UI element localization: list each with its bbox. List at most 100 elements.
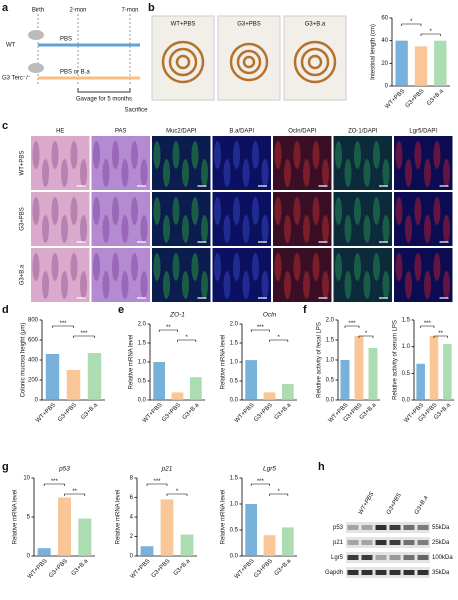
tissue-detail	[312, 141, 320, 169]
blot-strip	[346, 522, 430, 533]
intestine	[242, 55, 256, 69]
tissue-detail	[182, 271, 189, 299]
micrograph	[333, 192, 392, 246]
blot-strip	[346, 537, 430, 548]
tissue-detail	[42, 215, 49, 243]
row-label: G3+B.a	[20, 264, 26, 285]
tissue-detail	[344, 159, 352, 187]
tissue-detail	[214, 197, 221, 225]
tissue-detail	[303, 215, 310, 243]
tissue-detail	[405, 159, 412, 187]
tissue-detail	[121, 159, 129, 187]
panel-letter: d	[2, 304, 9, 316]
x-tick-label: G3+PBS	[48, 558, 69, 579]
significance-label: *	[429, 29, 432, 35]
blot-band	[389, 555, 401, 560]
group-label: G3 Terc⁻/⁻	[2, 76, 31, 82]
bar	[66, 370, 81, 400]
micrograph	[91, 136, 150, 190]
tissue-detail	[140, 159, 148, 187]
column-header: Lgr5/DAPI	[409, 129, 437, 135]
significance-label: **	[438, 331, 443, 337]
blot-band	[361, 525, 373, 530]
timepoint-label: 2-mon	[69, 8, 86, 14]
tissue-detail	[242, 271, 250, 299]
chart-title: p21	[161, 466, 173, 473]
blot-band	[375, 555, 387, 560]
y-tick-label: 1.5	[138, 341, 147, 347]
y-tick-label: 400	[28, 358, 39, 364]
tissue-detail	[424, 271, 431, 299]
x-tick-label: G3+B.a	[426, 88, 445, 107]
tissue-detail	[414, 253, 422, 281]
x-tick-label: G3+B.a	[173, 558, 192, 577]
y-axis-label: Colonic mucosa height (μm)	[21, 323, 27, 398]
micrograph	[91, 192, 150, 246]
tissue-detail	[274, 253, 282, 281]
bar	[140, 546, 154, 556]
significance-bracket	[146, 483, 168, 486]
significance-label: ***	[153, 479, 161, 485]
size-label: 100kDa	[432, 555, 453, 561]
x-tick-label: G3+PBS	[253, 558, 274, 579]
y-axis-label: Relative activity of fecal LPS	[317, 322, 323, 398]
significance-bracket	[433, 335, 448, 338]
micrograph	[273, 192, 332, 246]
column-header: Ocln/DAPI	[288, 129, 316, 135]
significance-label: ***	[80, 331, 88, 337]
y-tick-label: 800	[28, 318, 39, 324]
tissue-detail	[223, 159, 231, 187]
timepoint-label: 7-mon	[121, 8, 138, 14]
blot-band	[389, 525, 401, 530]
significance-label: ***	[51, 479, 59, 485]
x-tick-label: WT+PBS	[234, 558, 256, 580]
tissue-detail	[252, 197, 259, 225]
y-axis-label: Relative mRNA level	[116, 490, 122, 545]
tissue-detail	[405, 271, 412, 299]
y-tick-label: 0	[385, 84, 389, 90]
y-tick-label: 1.5	[402, 318, 411, 324]
tissue-detail	[363, 271, 371, 299]
blot-band	[417, 540, 429, 545]
tissue-detail	[284, 159, 291, 187]
tissue-detail	[93, 253, 100, 281]
tissue-detail	[373, 253, 380, 281]
significance-label: **	[166, 325, 171, 331]
y-tick-label: 60	[381, 16, 388, 22]
y-axis-label: Relative mRNA level	[129, 335, 135, 390]
micrograph	[273, 248, 332, 302]
micrograph	[394, 136, 453, 190]
y-tick-label: 1.5	[230, 341, 239, 347]
panel-letter: b	[148, 2, 155, 14]
y-tick-label: 200	[28, 378, 39, 384]
blot-band	[375, 540, 387, 545]
blot-band	[403, 555, 415, 560]
significance-bracket	[420, 33, 441, 36]
blot-strip	[346, 552, 430, 563]
blot-band	[361, 570, 373, 575]
x-tick-label: G3+PBS	[161, 402, 182, 423]
micrograph	[31, 248, 90, 302]
tissue-detail	[102, 159, 110, 187]
y-tick-label: 0.5	[230, 379, 239, 385]
y-tick-label: 0	[130, 554, 134, 560]
panel-letter: e	[118, 304, 124, 316]
bar	[340, 360, 350, 400]
tissue-detail	[42, 159, 49, 187]
tissue-detail	[322, 271, 329, 299]
y-tick-label: 4	[130, 515, 134, 521]
intestine	[168, 47, 198, 77]
blot-band	[361, 555, 373, 560]
x-tick-label: G3+PBS	[151, 558, 172, 579]
bar	[57, 497, 72, 556]
micrograph	[212, 192, 271, 246]
blot-band	[389, 570, 401, 575]
y-tick-label: 0.0	[230, 554, 239, 560]
y-tick-label: 1.0	[138, 360, 147, 366]
blot-band	[417, 525, 429, 530]
tissue-detail	[51, 253, 59, 281]
tissue-detail	[233, 141, 240, 169]
tissue-detail	[32, 141, 40, 169]
micrograph	[333, 248, 392, 302]
photo-label: G3+B.a	[305, 22, 326, 28]
